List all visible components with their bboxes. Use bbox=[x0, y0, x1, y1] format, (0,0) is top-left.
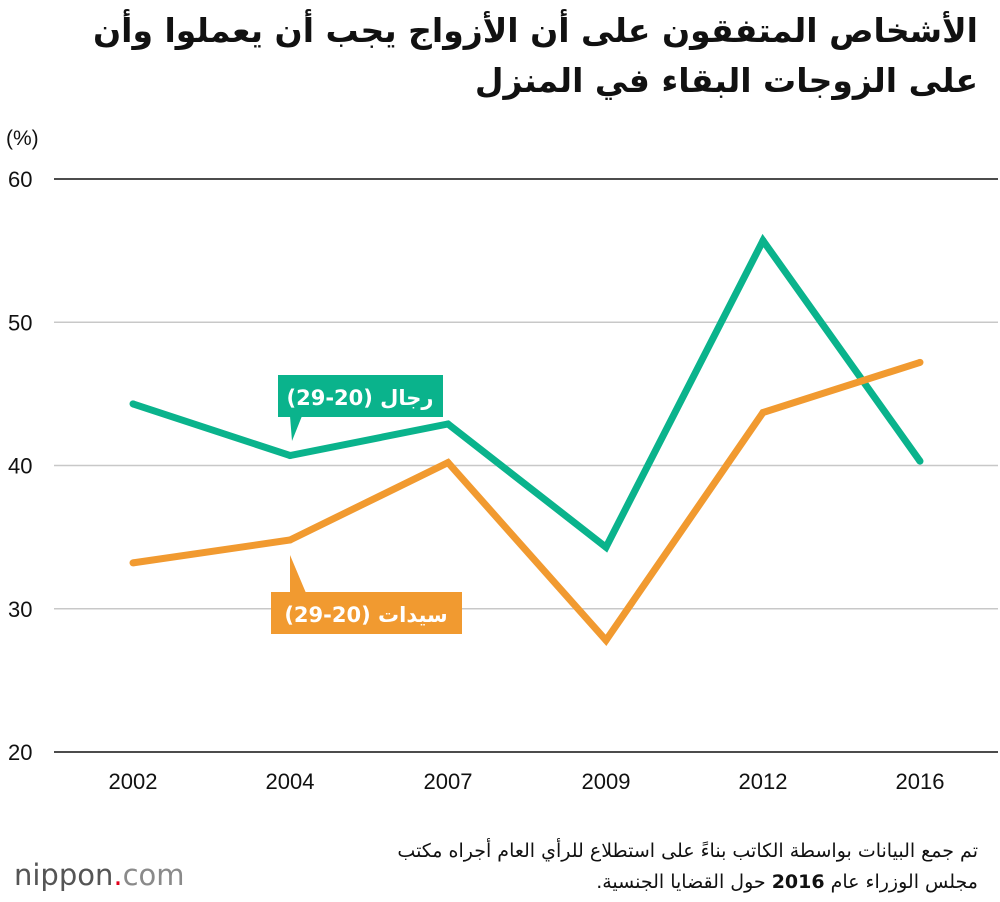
y-axis-unit-label: (%) bbox=[6, 127, 39, 150]
series-layer bbox=[129, 233, 924, 646]
y-tick-label-60: 60 bbox=[8, 167, 32, 192]
x-tick-label-2004: 2004 bbox=[266, 769, 315, 794]
women-series-point-2007 bbox=[444, 459, 452, 467]
men-series-point-2007 bbox=[444, 420, 452, 428]
women-series-point-2016 bbox=[916, 358, 924, 366]
x-tick-label-2007: 2007 bbox=[424, 769, 473, 794]
source-footnote: تم جمع البيانات بواسطة الكاتب بناءً على … bbox=[238, 836, 978, 898]
men-series-point-2009 bbox=[602, 543, 610, 551]
women-series-point-2002 bbox=[129, 559, 137, 567]
y-tick-label-40: 40 bbox=[8, 454, 32, 479]
logo-name: nippon bbox=[14, 858, 114, 892]
women-series-point-2012 bbox=[759, 409, 767, 416]
men-label-box bbox=[278, 375, 443, 417]
men-series-point-2012 bbox=[759, 237, 767, 245]
axis-layer: 20 30 40 50 60 (%) 2002 2004 2007 2009 2012 2016 bbox=[6, 127, 944, 794]
women-series-point-2004 bbox=[286, 536, 294, 544]
women-label-box bbox=[271, 592, 462, 634]
y-tick-label-50: 50 bbox=[8, 310, 32, 335]
women-label-text: سيدات (20-29) bbox=[284, 603, 447, 627]
men-label-pointer bbox=[290, 416, 302, 441]
chart-title: الأشخاص المتفقون على أن الأزواج يجب أن ي… bbox=[92, 11, 978, 100]
footnote-year: 2016 bbox=[771, 871, 825, 893]
x-tick-label-2002: 2002 bbox=[109, 769, 158, 794]
x-tick-label-2012: 2012 bbox=[739, 769, 788, 794]
grid-layer bbox=[54, 178, 998, 753]
men-series-line bbox=[131, 233, 923, 553]
women-series-line bbox=[132, 359, 922, 646]
y-tick-label-20: 20 bbox=[8, 740, 32, 765]
footnote-line-2a: مجلس الوزراء عام bbox=[824, 871, 978, 893]
logo-suffix: com bbox=[122, 858, 185, 892]
footnote-line-2b: حول القضايا الجنسية. bbox=[596, 871, 772, 893]
nippon-logo: nippon.com bbox=[14, 858, 185, 892]
x-tick-label-2016: 2016 bbox=[896, 769, 945, 794]
logo-dot: . bbox=[113, 858, 123, 892]
women-label-pointer bbox=[290, 555, 306, 593]
footnote-line-1: تم جمع البيانات بواسطة الكاتب بناءً على … bbox=[397, 840, 978, 862]
legend-layer: رجال (20-29) سيدات (20-29) bbox=[271, 375, 462, 634]
y-tick-label-30: 30 bbox=[8, 597, 32, 622]
x-tick-label-2009: 2009 bbox=[582, 769, 631, 794]
men-label-text: رجال (20-29) bbox=[286, 386, 433, 410]
men-series-point-2004 bbox=[286, 452, 294, 459]
men-series-point-2016 bbox=[916, 457, 924, 465]
men-series-point-2002 bbox=[129, 400, 137, 408]
women-series-point-2009 bbox=[602, 636, 610, 644]
